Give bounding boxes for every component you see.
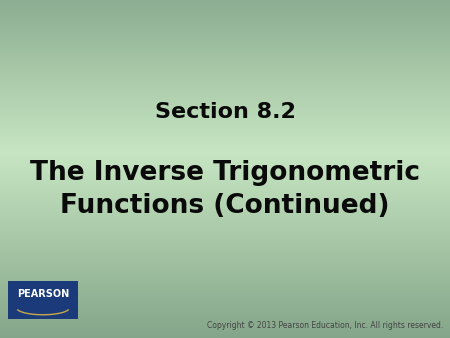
Text: PEARSON: PEARSON bbox=[17, 289, 69, 299]
Text: Section 8.2: Section 8.2 bbox=[154, 101, 296, 122]
Text: The Inverse Trigonometric
Functions (Continued): The Inverse Trigonometric Functions (Con… bbox=[30, 160, 420, 219]
Text: Copyright © 2013 Pearson Education, Inc. All rights reserved.: Copyright © 2013 Pearson Education, Inc.… bbox=[207, 320, 443, 330]
FancyBboxPatch shape bbox=[8, 281, 78, 319]
